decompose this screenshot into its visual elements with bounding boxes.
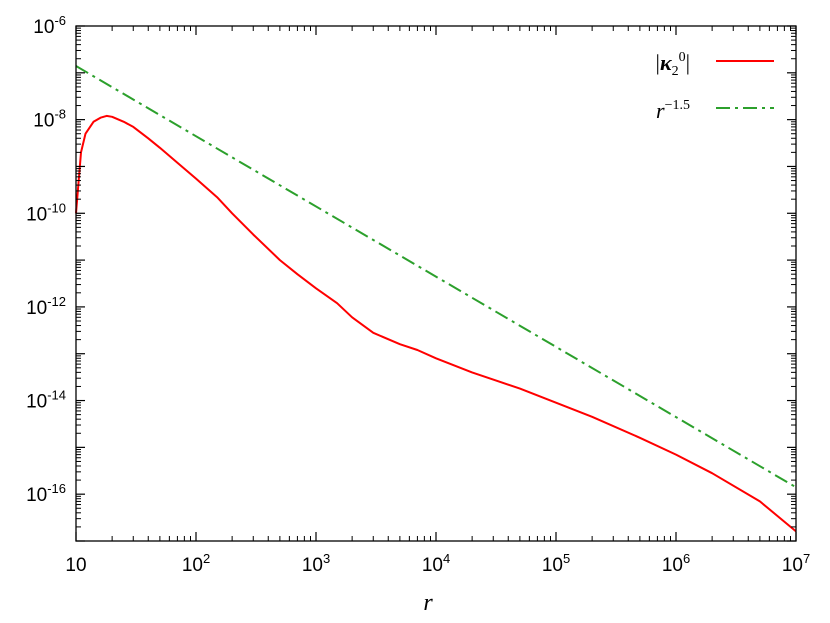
x-tick-label: 104 bbox=[422, 551, 450, 576]
y-tick-label: 10-6 bbox=[33, 13, 66, 38]
legend-entry-kappa: |κ20| bbox=[656, 50, 774, 79]
x-tick-label: 103 bbox=[302, 551, 330, 576]
labels-layer: 10 102 103 104 105 106 107 10-6 10-8 10-10 10-12 10… bbox=[26, 13, 810, 576]
legend-label-kappa: |κ20| bbox=[656, 50, 690, 79]
series-line-0 bbox=[75, 114, 797, 533]
x-tick-label: 107 bbox=[782, 551, 810, 576]
ticks-layer bbox=[75, 25, 797, 542]
x-tick-label: 106 bbox=[662, 551, 690, 576]
legend-label-power-law: r−1.5 bbox=[656, 98, 690, 123]
plot-frame bbox=[75, 25, 797, 542]
series-line-1 bbox=[75, 65, 797, 489]
y-tick-label: 10-12 bbox=[26, 294, 66, 319]
y-tick-label: 10-8 bbox=[33, 107, 66, 132]
x-axis-title: r bbox=[423, 590, 433, 616]
y-tick-label: 10-10 bbox=[26, 200, 66, 225]
y-tick-label: 10-16 bbox=[26, 481, 66, 506]
x-tick-label: 105 bbox=[542, 551, 570, 576]
series-layer bbox=[75, 65, 797, 533]
legend: |κ20| r−1.5 bbox=[656, 50, 774, 123]
legend-entry-power-law: r−1.5 bbox=[656, 98, 774, 123]
x-tick-label: 102 bbox=[182, 551, 210, 576]
x-tick-label: 10 bbox=[65, 555, 86, 576]
y-tick-label: 10-14 bbox=[26, 388, 66, 413]
